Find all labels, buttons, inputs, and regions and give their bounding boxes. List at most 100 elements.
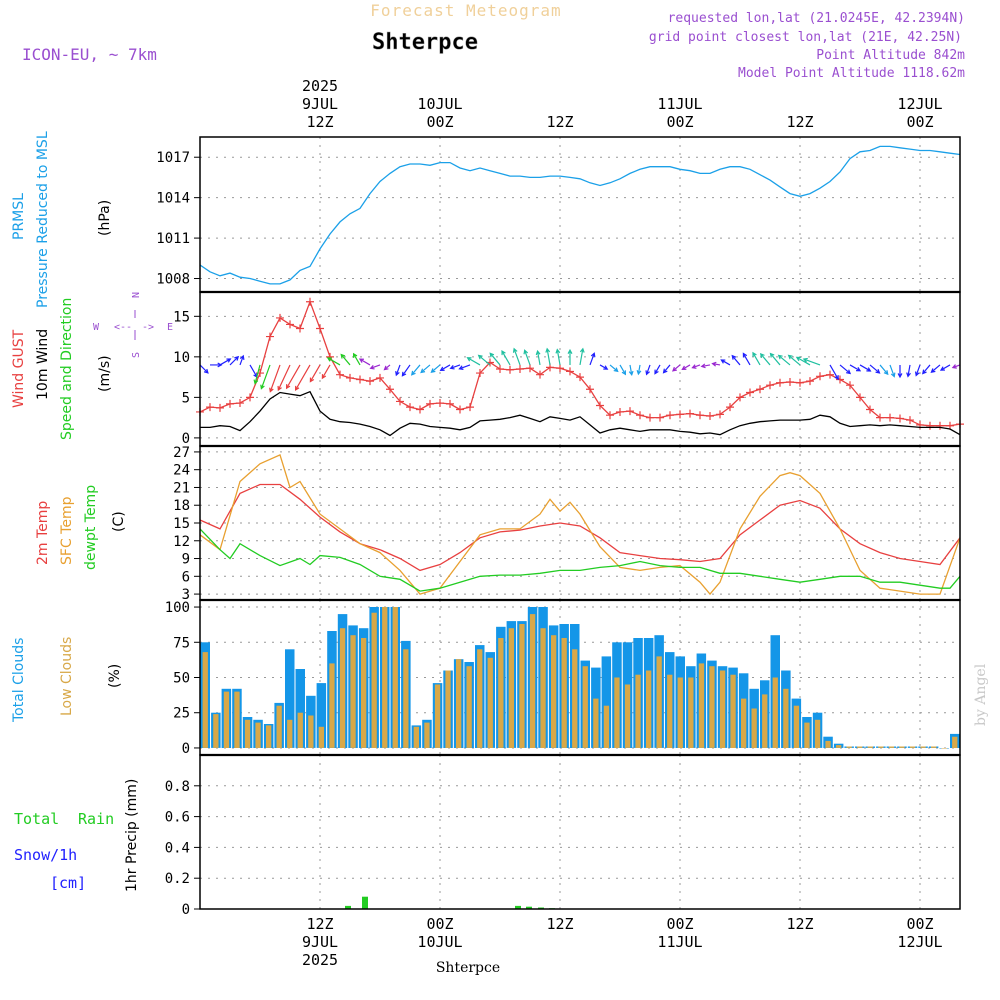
low-cloud-bar xyxy=(857,746,863,748)
low-cloud-bar xyxy=(825,740,831,748)
gust-point xyxy=(466,403,474,412)
prmsl-line xyxy=(199,145,961,285)
wind-arrow xyxy=(889,364,896,378)
clouds-panel: 0 25 50 75 100 xyxy=(165,599,961,757)
wind-panel: 0 5 10 15 xyxy=(173,291,964,447)
wind-arrow xyxy=(340,353,351,366)
low-cloud-bar xyxy=(339,628,346,748)
gust-point xyxy=(686,409,694,418)
bottom-axis-label: 12JUL xyxy=(897,933,942,951)
wind-arrow xyxy=(326,357,341,366)
low-cloud-bar xyxy=(952,736,958,748)
low-cloud-bar xyxy=(350,635,356,748)
y-tick-label: 0 xyxy=(182,741,190,757)
wind-arrow xyxy=(787,354,801,366)
low-cloud-bar xyxy=(836,745,842,748)
label-rain: Rain xyxy=(78,810,114,828)
top-axis-label: 00Z xyxy=(906,113,933,131)
y-tick-label: 21 xyxy=(173,480,190,496)
bottom-axis-label: 11JUL xyxy=(657,933,702,951)
low-cloud-bar xyxy=(677,677,683,748)
wind-arrow xyxy=(239,354,245,366)
svg-text:<--: <-- xyxy=(114,322,132,333)
gust-point xyxy=(816,372,824,381)
label-low-clouds: Low Clouds xyxy=(59,637,75,716)
low-cloud-bar xyxy=(899,746,905,748)
wind-arrow xyxy=(869,364,881,374)
wind-arrow xyxy=(914,364,921,377)
gust-point xyxy=(806,377,814,386)
y-tick-label: 0 xyxy=(182,902,190,918)
wind-arrow xyxy=(720,359,731,366)
wind-arrow xyxy=(260,364,271,390)
y-tick-label: 24 xyxy=(173,463,190,479)
low-cloud-bar xyxy=(276,705,282,748)
low-cloud-bar xyxy=(646,670,652,748)
bottom-axis-label: 00Z xyxy=(426,915,453,933)
compass-s: S xyxy=(131,352,142,358)
low-cloud-bar xyxy=(456,659,462,748)
gust-point xyxy=(706,412,714,421)
gust-point xyxy=(676,410,684,419)
gust-point xyxy=(526,364,534,373)
gust-point xyxy=(216,403,224,412)
low-cloud-bar xyxy=(561,638,567,748)
y-tick-label: 1017 xyxy=(156,150,190,166)
bottom-axis-label: 12Z xyxy=(306,915,333,933)
wind-arrow xyxy=(609,364,619,373)
y-tick-label: 0.4 xyxy=(165,840,190,856)
gust-point xyxy=(566,367,574,376)
wind-arrow xyxy=(939,364,951,371)
low-cloud-bar xyxy=(308,715,314,748)
gust-point xyxy=(296,324,304,333)
gust-point xyxy=(346,373,354,382)
low-cloud-bar xyxy=(508,628,514,748)
low-cloud-bar xyxy=(730,674,736,748)
y-tick-label: 12 xyxy=(173,534,190,550)
y-tick-label: 3 xyxy=(182,587,190,603)
y-tick-label: 50 xyxy=(173,671,190,687)
gust-point xyxy=(356,375,364,384)
gust-point xyxy=(656,413,664,422)
low-cloud-bar xyxy=(878,746,884,748)
low-cloud-bar xyxy=(593,698,599,748)
y-tick-label: 0.8 xyxy=(165,779,190,795)
wind-arrow xyxy=(449,364,461,370)
wind-arrow xyxy=(430,364,441,373)
low-cloud-bar xyxy=(382,607,388,748)
wind-arrow xyxy=(229,355,240,366)
wind-arrow xyxy=(321,364,331,380)
total-cloud-bar xyxy=(285,649,295,748)
gust-point xyxy=(316,324,324,333)
low-cloud-bar xyxy=(551,635,557,748)
top-axis-label: 12Z xyxy=(306,113,333,131)
gust-point xyxy=(586,385,594,394)
wind-arrow xyxy=(589,352,596,366)
low-cloud-bar xyxy=(413,726,419,748)
wind-arrow xyxy=(731,354,741,366)
low-cloud-bar xyxy=(498,638,504,748)
low-cloud-bar xyxy=(635,674,641,748)
total-cloud-bar xyxy=(601,656,612,748)
gust-point xyxy=(446,399,454,408)
low-cloud-bar xyxy=(255,722,261,748)
low-cloud-bar xyxy=(741,698,747,748)
low-cloud-bar xyxy=(287,719,293,748)
y-tick-label: 75 xyxy=(173,635,190,651)
gust-point xyxy=(236,399,244,408)
gust-point xyxy=(836,375,844,384)
low-cloud-bar xyxy=(624,684,631,748)
gust-point xyxy=(436,399,444,408)
y-tick-label: 100 xyxy=(165,600,190,616)
label-hpa: (hPa) xyxy=(97,200,113,236)
compass-e: E xyxy=(167,322,173,333)
low-cloud-bar xyxy=(614,677,620,748)
wind-arrow xyxy=(879,364,889,376)
top-axis-label: 2025 xyxy=(302,77,338,95)
low-cloud-bar xyxy=(719,670,726,748)
low-cloud-bar xyxy=(540,628,546,748)
y-tick-label: 0 xyxy=(182,431,190,447)
wind-arrow xyxy=(277,364,291,392)
low-cloud-bar xyxy=(213,714,219,748)
